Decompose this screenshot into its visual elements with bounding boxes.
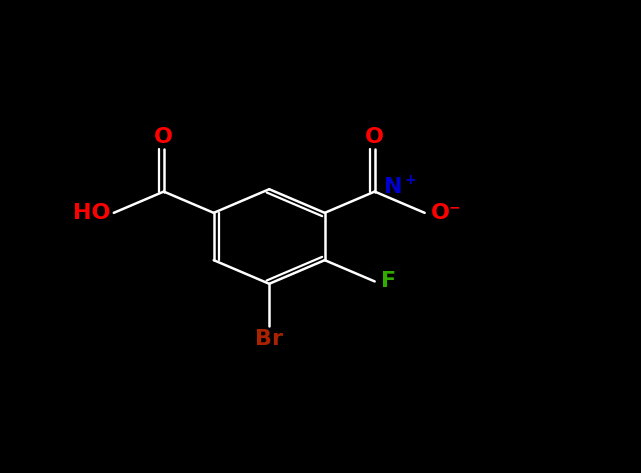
Text: O: O (154, 127, 173, 147)
Text: HO: HO (73, 203, 111, 223)
Text: O: O (365, 127, 384, 147)
Text: F: F (381, 272, 396, 291)
Text: −: − (448, 200, 460, 214)
Text: +: + (405, 173, 417, 187)
Text: N: N (385, 177, 403, 197)
Text: O: O (431, 203, 450, 223)
Text: Br: Br (255, 329, 283, 349)
